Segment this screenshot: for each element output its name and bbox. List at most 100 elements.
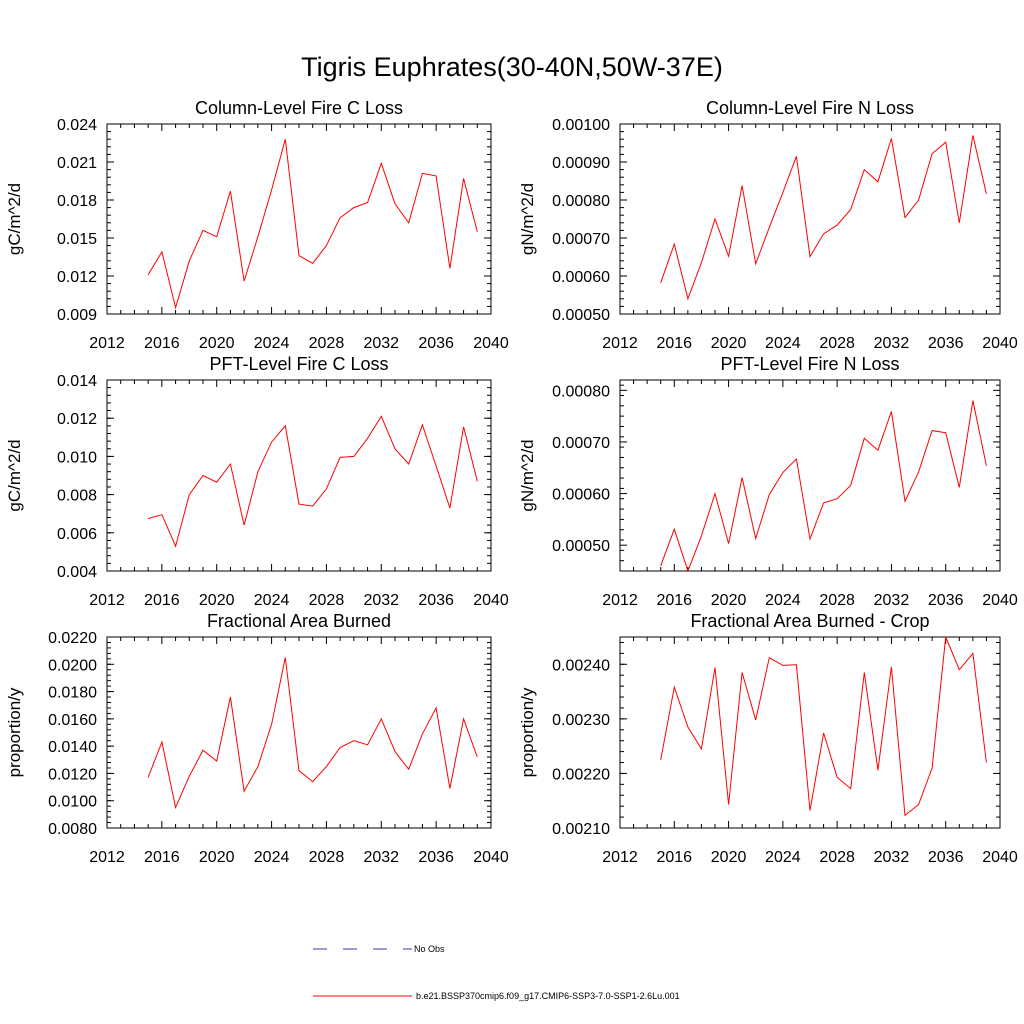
y-axis-label: gC/m^2/d bbox=[5, 439, 24, 511]
panel-4: PFT-Level Fire N Loss gN/m^2/d 2012 2016 202… bbox=[518, 354, 1018, 609]
y-tick-label: 0.00220 bbox=[552, 766, 610, 783]
series-line bbox=[147, 657, 478, 810]
y-tick-label: 0.0160 bbox=[48, 712, 97, 729]
series-line bbox=[660, 135, 987, 301]
panel-2: Column-Level Fire N Loss gN/m^2/d 2012 2016… bbox=[518, 98, 1018, 352]
x-tick-label: 2040 bbox=[982, 849, 1018, 866]
x-tick-label: 2036 bbox=[928, 592, 964, 609]
y-tick-label: 0.021 bbox=[57, 155, 97, 172]
panel-title: Column-Level Fire N Loss bbox=[706, 98, 914, 118]
y-axis-label: gN/m^2/d bbox=[518, 183, 537, 255]
panel-title: Column-Level Fire C Loss bbox=[195, 98, 403, 118]
panel-title: PFT-Level Fire C Loss bbox=[209, 354, 388, 374]
panel-title: Fractional Area Burned bbox=[207, 611, 391, 631]
y-tick-label: 0.00070 bbox=[552, 231, 610, 248]
legend: No Obs b.e21.BSSP370cmip6.f09_g17.CMIP6-… bbox=[313, 944, 680, 1001]
legend-obs-label: No Obs bbox=[414, 944, 445, 954]
x-tick-label: 2012 bbox=[89, 849, 125, 866]
x-tick-label: 2024 bbox=[254, 335, 290, 352]
plot-frame bbox=[106, 123, 492, 315]
y-tick-label: 0.0140 bbox=[48, 739, 97, 756]
x-tick-label: 2028 bbox=[309, 335, 345, 352]
y-tick-label: 0.012 bbox=[57, 411, 97, 428]
x-tick-label: 2036 bbox=[928, 849, 964, 866]
plot-frame bbox=[106, 379, 492, 572]
x-tick-label: 2032 bbox=[363, 849, 399, 866]
y-tick-label: 0.014 bbox=[57, 373, 97, 390]
x-tick-label: 2020 bbox=[711, 335, 747, 352]
y-tick-label: 0.0200 bbox=[48, 657, 97, 674]
panel-3: PFT-Level Fire C Loss gC/m^2/d 2012 2016 202… bbox=[5, 354, 509, 609]
y-tick-label: 0.0120 bbox=[48, 766, 97, 783]
y-tick-label: 0.00060 bbox=[552, 269, 610, 286]
x-tick-label: 2012 bbox=[602, 335, 638, 352]
plot-frame bbox=[619, 123, 1001, 315]
x-tick-label: 2036 bbox=[418, 335, 454, 352]
series-line bbox=[660, 636, 987, 817]
x-tick-label: 2016 bbox=[656, 849, 692, 866]
panels: Column-Level Fire C Loss gC/m^2/d 2012 2016… bbox=[5, 98, 1018, 866]
y-tick-label: 0.0180 bbox=[48, 685, 97, 702]
panel-title: Fractional Area Burned - Crop bbox=[690, 611, 929, 631]
x-tick-label: 2040 bbox=[982, 592, 1018, 609]
x-tick-label: 2016 bbox=[144, 592, 180, 609]
series-line bbox=[147, 139, 478, 310]
x-tick-label: 2028 bbox=[309, 849, 345, 866]
x-tick-label: 2024 bbox=[254, 849, 290, 866]
panel-6: Fractional Area Burned - Crop proportion/… bbox=[518, 611, 1018, 866]
x-tick-label: 2040 bbox=[473, 592, 509, 609]
x-tick-label: 2020 bbox=[711, 849, 747, 866]
x-tick-label: 2028 bbox=[819, 335, 855, 352]
y-axis-label: gN/m^2/d bbox=[518, 439, 537, 511]
series-line bbox=[147, 415, 478, 548]
y-tick-label: 0.00090 bbox=[552, 155, 610, 172]
y-tick-label: 0.00210 bbox=[552, 821, 610, 838]
x-tick-label: 2016 bbox=[144, 335, 180, 352]
y-tick-label: 0.0220 bbox=[48, 630, 97, 647]
y-tick-label: 0.00240 bbox=[552, 657, 610, 674]
y-tick-label: 0.004 bbox=[57, 564, 97, 581]
y-tick-label: 0.0080 bbox=[48, 821, 97, 838]
y-tick-label: 0.015 bbox=[57, 231, 97, 248]
x-tick-label: 2032 bbox=[363, 335, 399, 352]
x-tick-label: 2032 bbox=[874, 849, 910, 866]
x-tick-label: 2028 bbox=[819, 849, 855, 866]
x-tick-label: 2028 bbox=[309, 592, 345, 609]
y-tick-label: 0.009 bbox=[57, 307, 97, 324]
x-tick-label: 2024 bbox=[765, 335, 801, 352]
plot-frame bbox=[619, 379, 1001, 572]
x-tick-label: 2032 bbox=[363, 592, 399, 609]
x-tick-label: 2020 bbox=[711, 592, 747, 609]
y-tick-label: 0.010 bbox=[57, 449, 97, 466]
x-tick-label: 2036 bbox=[418, 592, 454, 609]
y-axis-label: proportion/y bbox=[5, 687, 24, 777]
y-axis-label: proportion/y bbox=[518, 687, 537, 777]
x-tick-label: 2016 bbox=[656, 592, 692, 609]
plot-frame bbox=[106, 636, 492, 829]
x-tick-label: 2036 bbox=[418, 849, 454, 866]
x-tick-label: 2016 bbox=[656, 335, 692, 352]
x-tick-label: 2020 bbox=[199, 335, 235, 352]
y-tick-label: 0.0100 bbox=[48, 794, 97, 811]
series-line bbox=[660, 400, 987, 573]
x-tick-label: 2012 bbox=[89, 335, 125, 352]
panel-5: Fractional Area Burned proportion/y 2012 20… bbox=[5, 611, 509, 866]
y-tick-label: 0.00070 bbox=[552, 435, 610, 452]
y-axis-label: gC/m^2/d bbox=[5, 183, 24, 255]
y-tick-label: 0.006 bbox=[57, 526, 97, 543]
x-tick-label: 2032 bbox=[874, 592, 910, 609]
x-tick-label: 2040 bbox=[473, 849, 509, 866]
y-tick-label: 0.018 bbox=[57, 193, 97, 210]
panel-title: PFT-Level Fire N Loss bbox=[720, 354, 899, 374]
x-tick-label: 2036 bbox=[928, 335, 964, 352]
x-tick-label: 2040 bbox=[982, 335, 1018, 352]
y-tick-label: 0.00230 bbox=[552, 712, 610, 729]
y-tick-label: 0.00080 bbox=[552, 193, 610, 210]
y-tick-label: 0.00100 bbox=[552, 117, 610, 134]
x-tick-label: 2024 bbox=[765, 849, 801, 866]
x-tick-label: 2028 bbox=[819, 592, 855, 609]
figure-title: Tigris Euphrates(30-40N,50W-37E) bbox=[301, 52, 723, 82]
x-tick-label: 2020 bbox=[199, 592, 235, 609]
x-tick-label: 2016 bbox=[144, 849, 180, 866]
